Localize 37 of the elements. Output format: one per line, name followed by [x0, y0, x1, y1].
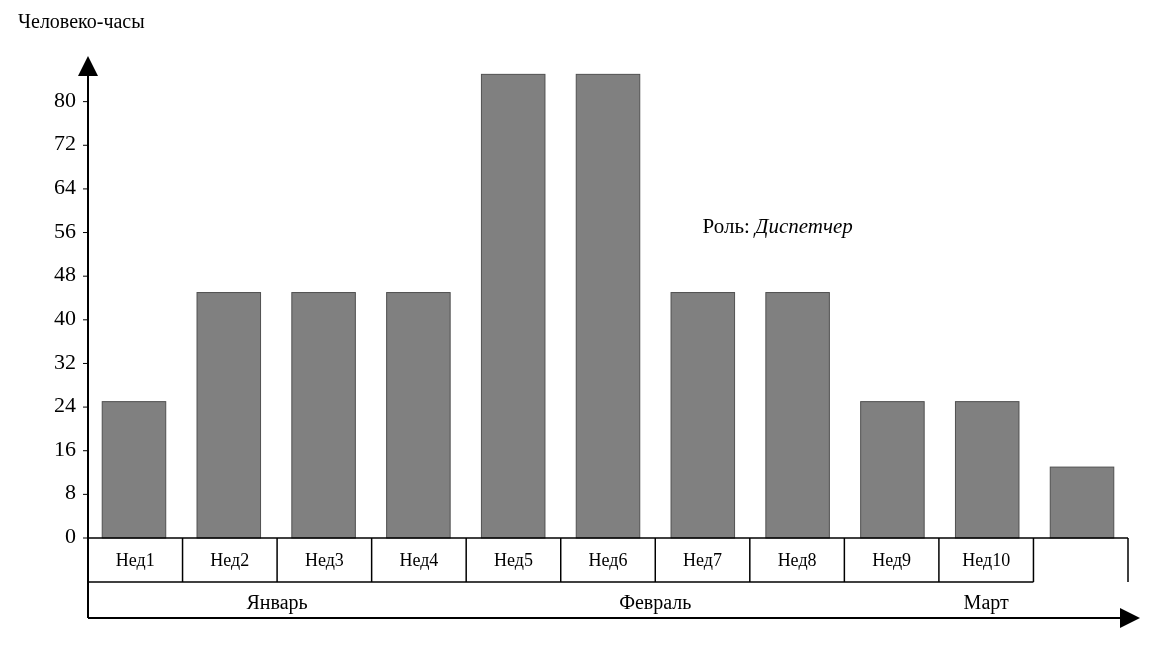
x-tick-label: Нед4	[399, 550, 439, 571]
y-tick-label: 72	[54, 130, 76, 156]
bar	[765, 292, 830, 539]
annotation: Роль: Диспетчер	[702, 213, 853, 238]
y-tick-label: 0	[65, 523, 76, 549]
text: Февраль	[619, 590, 692, 614]
x-tick-label: Нед7	[683, 550, 723, 571]
y-tick-label: 48	[54, 261, 76, 287]
x-tick-label: Нед2	[210, 550, 250, 571]
bar	[480, 73, 546, 539]
bar	[196, 292, 262, 539]
x-tick-label: Нед3	[304, 550, 344, 571]
x-tick-label: Нед1	[115, 550, 155, 571]
y-tick-label: 40	[54, 304, 76, 330]
bar	[101, 401, 167, 539]
y-tick-label: 32	[54, 348, 76, 374]
x-tick-label: Нед10	[962, 550, 1011, 571]
x-tick-label: Нед9	[872, 550, 912, 571]
bar	[386, 292, 451, 539]
text: Январь	[246, 590, 308, 614]
y-tick-label: 56	[54, 217, 76, 243]
y-tick-label: 80	[54, 86, 76, 112]
y-tick-label: 64	[54, 173, 76, 199]
x-tick-label: Нед6	[588, 550, 628, 571]
y-axis-title: Человеко-часы	[18, 10, 145, 32]
x-tick-label: Нед5	[493, 550, 533, 571]
bar	[954, 401, 1020, 539]
x-tick-label: Нед8	[777, 550, 817, 571]
text: Март	[963, 590, 1010, 614]
bar	[860, 401, 925, 539]
bar	[1049, 466, 1115, 539]
bar	[291, 292, 356, 539]
y-tick-label: 24	[54, 392, 76, 418]
bar	[670, 292, 736, 539]
bar	[575, 73, 641, 539]
y-tick-label: 8	[65, 479, 76, 505]
y-tick-label: 16	[54, 435, 76, 461]
